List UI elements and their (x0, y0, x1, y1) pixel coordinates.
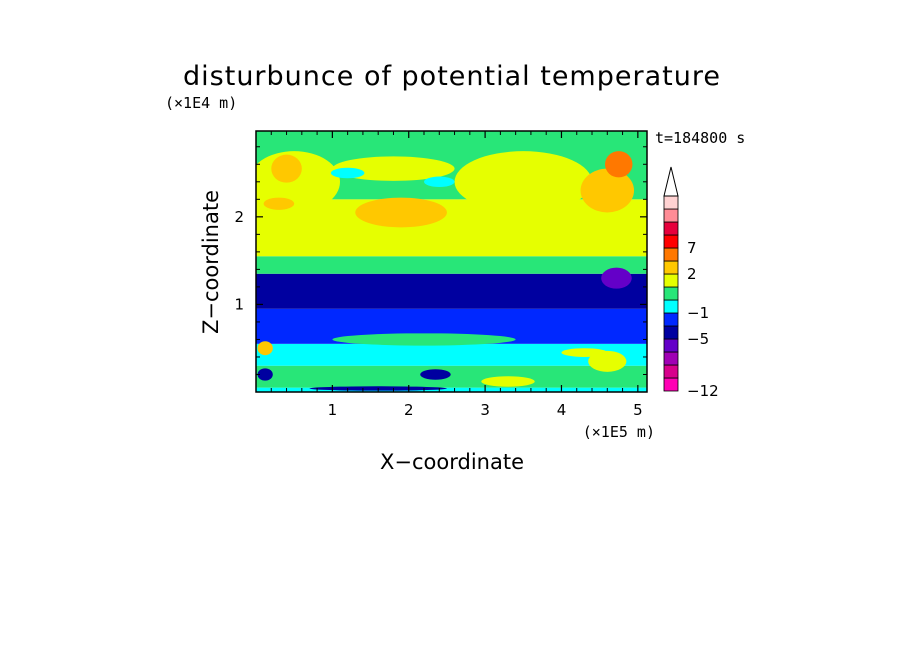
contour-band-2 (256, 343, 647, 366)
contour-blob-10 (332, 333, 516, 346)
colorbar-bin-2 (663, 351, 679, 366)
colorbar-bin-11 (663, 234, 679, 249)
contour-blob-1 (454, 151, 593, 213)
contour-blob-0 (355, 197, 447, 228)
colorbar-bin-13 (663, 208, 679, 223)
contour-blob-3 (271, 154, 302, 183)
x-tick-label: 5 (633, 401, 643, 419)
contour-blob-16 (601, 267, 632, 289)
colorbar-bin-6 (663, 299, 679, 314)
contour-blob-7 (263, 197, 295, 210)
colorbar-bin-9 (663, 260, 679, 275)
y-axis-ticks: 12 (234, 146, 647, 375)
x-scale-label: (×1E5 m) (583, 423, 655, 441)
contour-blob-8 (580, 168, 635, 213)
x-tick-label: 2 (404, 401, 414, 419)
colorbar-bin-10 (663, 247, 679, 262)
contour-blob-17 (257, 341, 273, 356)
x-axis-ticks: 1 2 3 4 5 (270, 131, 643, 419)
colorbar-tick-label: −1 (687, 304, 709, 322)
colorbar-bin-14 (663, 195, 679, 210)
x-axis-label: X−coordinate (380, 450, 524, 474)
y-tick-label: 2 (234, 208, 244, 226)
colorbar-extend-arrow (663, 166, 679, 197)
x-tick-label: 3 (480, 401, 490, 419)
contour-blob-5 (424, 176, 455, 188)
contour-band-6 (256, 199, 647, 257)
y-tick-label: 1 (234, 295, 244, 313)
colorbar-bin-8 (663, 273, 679, 288)
contour-blob-12 (588, 350, 627, 372)
colorbar-tick-label: −5 (687, 330, 709, 348)
contour-blob-15 (420, 369, 451, 380)
contour-band-0 (256, 387, 647, 392)
contour-band-4 (256, 273, 647, 309)
colorbar: −12−5−127 (663, 166, 719, 400)
plot-frame (255, 130, 648, 393)
colorbar-tick-label: −12 (687, 382, 719, 400)
time-label: t=184800 s (655, 129, 745, 147)
colorbar-bin-0 (663, 377, 679, 392)
contour-blobs (256, 151, 635, 391)
contour-band-5 (256, 256, 647, 274)
colorbar-bin-7 (663, 286, 679, 301)
contour-band-1 (256, 365, 647, 388)
colorbar-bin-1 (663, 364, 679, 379)
colorbar-tick-label: 7 (687, 239, 697, 257)
chart-title: disturbunce of potential temperature (183, 61, 721, 92)
contour-plot-area (256, 131, 647, 392)
colorbar-bin-3 (663, 338, 679, 353)
y-scale-label: (×1E4 m) (165, 94, 237, 112)
colorbar-bin-5 (663, 312, 679, 327)
contour-blob-9 (604, 151, 633, 178)
contour-blob-6 (330, 167, 365, 179)
colorbar-bin-12 (663, 221, 679, 236)
colorbar-bin-4 (663, 325, 679, 340)
contour-blob-18 (257, 368, 273, 381)
contour-blob-13 (481, 376, 535, 387)
colorbar-tick-label: 2 (687, 265, 697, 283)
x-tick-label: 1 (328, 401, 338, 419)
x-tick-label: 4 (557, 401, 567, 419)
y-axis-label: Z−coordinate (199, 190, 223, 334)
